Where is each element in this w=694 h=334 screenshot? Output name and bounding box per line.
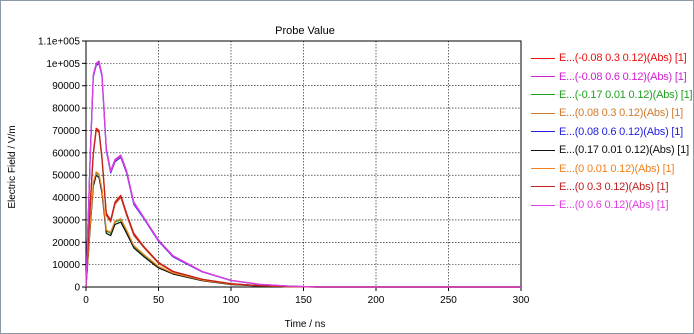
legend-item-5: E...(0.08 0.6 0.12)(Abs) [1] <box>531 123 691 141</box>
y-tick-label: 40000 <box>52 193 80 204</box>
y-tick-label: 0 <box>74 283 80 294</box>
y-tick-label: 70000 <box>52 126 80 137</box>
legend-swatch <box>531 186 555 188</box>
legend-label: E...(0.08 0.3 0.12)(Abs) [1] <box>559 107 684 120</box>
legend-label: E...(0 0.3 0.12)(Abs) [1] <box>559 180 669 193</box>
legend-label: E...(-0.17 0.01 0.12)(Abs) [1] <box>559 88 693 101</box>
legend-item-6: E...(0.17 0.01 0.12)(Abs) [1] <box>531 141 691 159</box>
series-group <box>85 60 521 288</box>
x-tick-label: 100 <box>223 295 240 306</box>
legend-item-1: E...(-0.08 0.3 0.12)(Abs) [1] <box>531 49 691 67</box>
legend-swatch <box>531 112 555 114</box>
x-axis: 0 50 100 150 200 250 300 <box>83 287 530 306</box>
legend-label: E...(0.08 0.6 0.12)(Abs) [1] <box>559 125 684 138</box>
legend-item-9: E...(0 0.6 0.12)(Abs) [1] <box>531 196 691 214</box>
y-tick-label: 30000 <box>52 215 80 226</box>
legend-swatch <box>531 76 555 78</box>
legend-label: E...(0 0.01 0.12)(Abs) [1] <box>559 162 675 175</box>
x-tick-label: 0 <box>83 295 89 306</box>
legend-label: E...(-0.08 0.6 0.12)(Abs) [1] <box>559 70 687 83</box>
x-tick-label: 300 <box>513 295 530 306</box>
x-tick-label: 250 <box>440 295 457 306</box>
y-tick-label: 80000 <box>52 104 80 115</box>
y-axis-label: Electric Field / V/m <box>7 125 18 208</box>
legend-item-8: E...(0 0.3 0.12)(Abs) [1] <box>531 178 691 196</box>
y-tick-label: 50000 <box>52 171 80 182</box>
y-tick-label: 1e+005 <box>46 59 80 70</box>
legend-swatch <box>531 204 555 206</box>
chart-title: Probe Value <box>275 25 335 37</box>
legend-swatch <box>531 168 555 170</box>
legend-item-7: E...(0 0.01 0.12)(Abs) [1] <box>531 159 691 177</box>
legend-swatch <box>531 149 555 151</box>
series-line-9 <box>85 61 521 288</box>
x-tick-label: 50 <box>153 295 165 306</box>
legend-swatch <box>531 131 555 133</box>
y-tick-label: 1.1e+005 <box>38 37 80 48</box>
grid <box>86 41 521 287</box>
x-tick-label: 150 <box>295 295 312 306</box>
legend-swatch <box>531 94 555 96</box>
legend-swatch <box>531 57 555 59</box>
y-tick-label: 10000 <box>52 260 80 271</box>
y-tick-label: 20000 <box>52 238 80 249</box>
legend-label: E...(-0.08 0.3 0.12)(Abs) [1] <box>559 52 687 65</box>
legend-label: E...(0.17 0.01 0.12)(Abs) [1] <box>559 144 689 157</box>
legend-item-2: E...(-0.08 0.6 0.12)(Abs) [1] <box>531 67 691 85</box>
legend-item-4: E...(0.08 0.3 0.12)(Abs) [1] <box>531 104 691 122</box>
y-axis: 0 10000 20000 30000 40000 50000 60000 70000 8000… <box>38 37 86 294</box>
y-tick-label: 60000 <box>52 148 80 159</box>
x-axis-label: Time / ns <box>285 319 326 330</box>
x-tick-label: 200 <box>368 295 385 306</box>
legend-label: E...(0 0.6 0.12)(Abs) [1] <box>559 199 669 212</box>
legend-item-3: E...(-0.17 0.01 0.12)(Abs) [1] <box>531 86 693 104</box>
series-line-8 <box>85 128 521 288</box>
y-tick-label: 90000 <box>52 81 80 92</box>
legend: E...(-0.08 0.3 0.12)(Abs) [1] E...(-0.08 … <box>531 49 693 215</box>
